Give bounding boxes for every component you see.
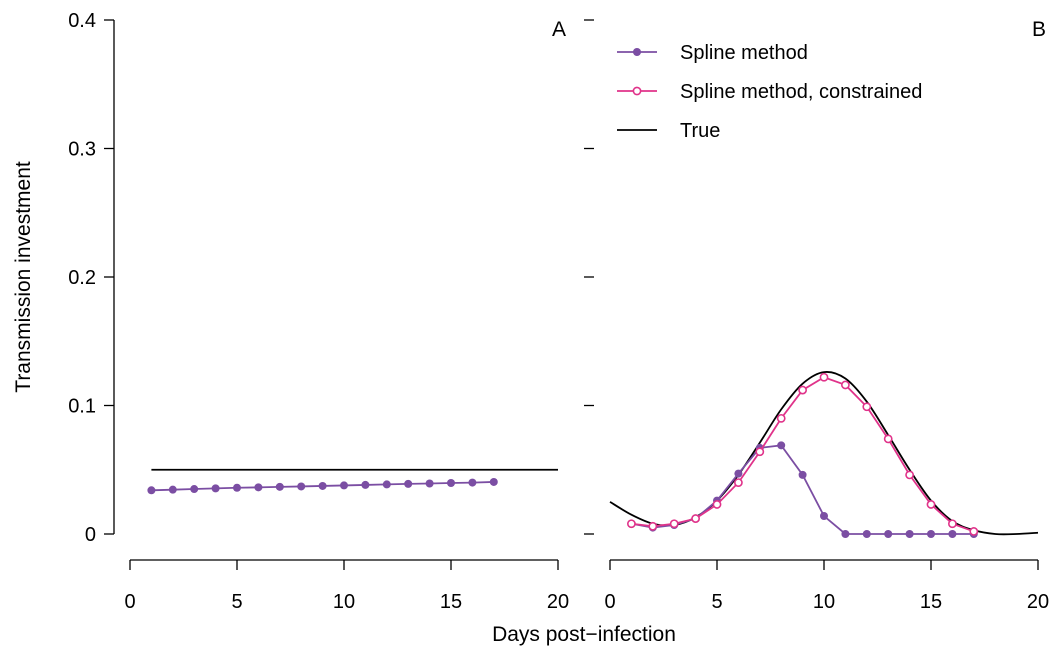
data-point-spline-method xyxy=(489,477,498,486)
data-point-spline-method-constrained xyxy=(969,527,979,536)
data-point-spline-method-constrained xyxy=(627,519,636,529)
legend-entry-spline: Spline method xyxy=(617,42,808,64)
legend-entry-true: True xyxy=(617,120,720,142)
panel-a-plot xyxy=(147,468,558,495)
data-point-spline-method xyxy=(447,478,455,487)
legend-label-constrained: Spline method, constrained xyxy=(680,81,922,103)
x-tick-label: 20 xyxy=(1027,591,1049,613)
data-point-spline-method-constrained xyxy=(948,519,957,529)
y-axis-title: Transmission investment xyxy=(12,161,35,393)
x-tick-label: 5 xyxy=(231,591,242,613)
data-point-spline-method xyxy=(425,479,434,488)
y-tick-label: 0.1 xyxy=(68,396,96,418)
panel-label-b: B xyxy=(1032,18,1046,41)
data-point-spline-method-constrained xyxy=(712,500,722,509)
data-point-spline-method-constrained xyxy=(841,380,850,390)
y-ticks: 0 0.1 0.2 0.3 0.4 xyxy=(68,10,114,546)
data-point-spline-method-constrained xyxy=(691,514,700,523)
data-point-spline-method-constrained xyxy=(905,470,914,480)
data-point-spline-method-constrained xyxy=(776,413,786,423)
data-point-spline-method-constrained xyxy=(755,447,765,457)
panel-b-plot xyxy=(609,371,1039,538)
data-point-spline-method xyxy=(862,530,871,538)
x-tick-label: 15 xyxy=(440,591,462,613)
data-point-spline-method xyxy=(361,480,370,489)
x-tick-label: 5 xyxy=(711,591,722,613)
data-point-spline-method-constrained xyxy=(862,402,872,412)
data-point-spline-method xyxy=(841,530,850,538)
data-point-spline-method xyxy=(404,479,413,488)
y-tick-label: 0.3 xyxy=(68,139,96,161)
panel-label-a: A xyxy=(552,18,566,41)
y-tick-label: 0.2 xyxy=(68,267,96,289)
data-point-spline-method xyxy=(798,470,807,479)
y-tick-label: 0 xyxy=(85,524,96,546)
y-tick-label: 0.4 xyxy=(68,10,96,32)
data-point-spline-method xyxy=(147,486,156,495)
x-tick-label: 0 xyxy=(124,591,135,613)
data-point-spline-method xyxy=(905,530,914,538)
data-point-spline-method xyxy=(884,530,893,538)
x-axis-b: 0 5 10 15 20 xyxy=(604,559,1049,613)
series-line-true xyxy=(609,371,1039,536)
data-point-spline-method-constrained xyxy=(798,385,807,395)
data-point-spline-method-constrained xyxy=(883,434,893,444)
data-point-spline-method xyxy=(820,512,828,521)
data-point-spline-method xyxy=(734,469,743,478)
data-point-spline-method xyxy=(777,441,786,450)
data-point-spline-method xyxy=(190,485,199,494)
x-tick-label: 0 xyxy=(604,591,615,613)
legend-label-true: True xyxy=(680,120,720,142)
x-axis-title: Days post−infection xyxy=(492,623,676,646)
x-tick-label: 20 xyxy=(547,591,569,613)
x-tick-label: 10 xyxy=(813,591,835,613)
y-axis: 0 0.1 0.2 0.3 0.4 xyxy=(68,10,115,546)
data-point-spline-method xyxy=(297,482,306,491)
x-axis-a: 0 5 10 15 20 xyxy=(124,559,569,613)
legend: Spline method Spline method, constrained… xyxy=(617,42,922,142)
data-point-spline-method-constrained xyxy=(819,372,829,382)
data-point-spline-method xyxy=(318,481,327,490)
series-line-spline-method-constrained xyxy=(631,376,975,533)
data-point-spline-method xyxy=(211,484,220,493)
data-point-spline-method xyxy=(340,481,348,490)
data-point-spline-method-constrained xyxy=(734,478,743,487)
legend-marker-constrained xyxy=(632,86,642,96)
data-point-spline-method xyxy=(382,480,391,489)
data-point-spline-method xyxy=(254,483,263,492)
panel-b-y-ticks xyxy=(584,19,594,535)
x-tick-label: 10 xyxy=(333,591,355,613)
data-point-spline-method xyxy=(927,530,935,538)
legend-label-spline: Spline method xyxy=(680,42,808,64)
data-point-spline-method xyxy=(275,482,284,491)
legend-entry-constrained: Spline method, constrained xyxy=(617,81,922,103)
legend-marker-spline xyxy=(633,48,641,56)
data-point-spline-method xyxy=(168,485,177,494)
data-point-spline-method xyxy=(233,483,241,492)
data-point-spline-method-constrained xyxy=(926,500,936,509)
data-point-spline-method-constrained xyxy=(648,521,658,531)
data-point-spline-method xyxy=(468,478,477,487)
x-tick-label: 15 xyxy=(920,591,942,613)
data-point-spline-method xyxy=(948,530,957,538)
data-point-spline-method-constrained xyxy=(669,519,679,529)
